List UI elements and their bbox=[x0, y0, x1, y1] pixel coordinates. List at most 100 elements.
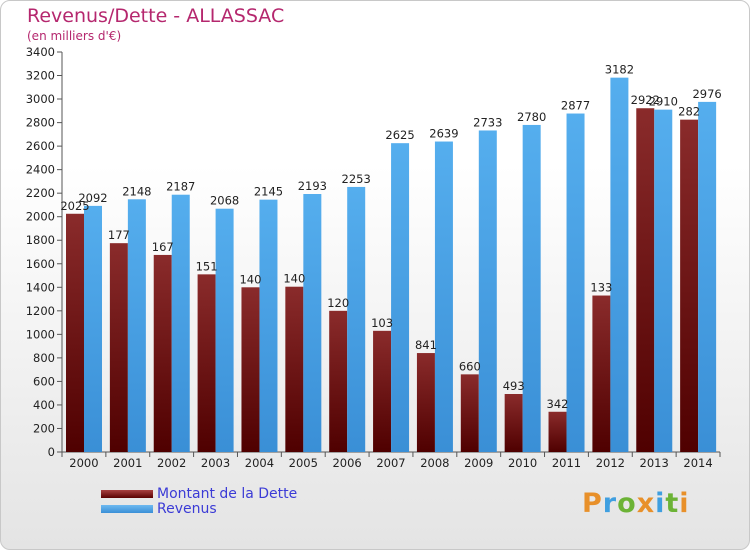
bar-dette bbox=[285, 286, 304, 452]
x-tick-label: 2009 bbox=[464, 456, 493, 470]
bar-revenus bbox=[84, 205, 102, 452]
bar-dette bbox=[636, 108, 655, 452]
data-label-dette: 140 bbox=[283, 272, 305, 286]
x-tick-label: 2013 bbox=[640, 456, 669, 470]
x-tick-label: 2005 bbox=[289, 456, 318, 470]
data-label-revenus: 2877 bbox=[561, 99, 590, 113]
bar-dette bbox=[197, 274, 216, 452]
bar-dette bbox=[153, 254, 172, 452]
legend-label-dette: Montant de la Dette bbox=[157, 486, 298, 502]
chart-title: Revenus/Dette - ALLASSAC bbox=[27, 5, 285, 27]
y-tick-label: 1800 bbox=[26, 233, 55, 247]
data-label-revenus: 2148 bbox=[122, 184, 151, 198]
bar-revenus bbox=[610, 77, 629, 452]
y-tick-label: 2600 bbox=[26, 139, 55, 153]
data-label-dette: 2922 bbox=[631, 93, 660, 107]
y-tick-label: 1400 bbox=[26, 280, 55, 294]
data-label-revenus: 2068 bbox=[210, 194, 239, 208]
data-label-revenus: 2625 bbox=[385, 128, 414, 142]
y-tick-label: 800 bbox=[33, 351, 55, 365]
logo-letter: o bbox=[617, 488, 637, 519]
bar-revenus bbox=[391, 143, 410, 453]
legend-swatch-dette bbox=[101, 490, 153, 498]
y-tick-label: 400 bbox=[33, 398, 55, 412]
bar-dette bbox=[416, 353, 435, 452]
bar-dette bbox=[329, 310, 348, 452]
chart-subtitle: (en milliers d'€) bbox=[27, 29, 122, 43]
bar-dette bbox=[504, 394, 523, 452]
logo-letter: i bbox=[679, 488, 690, 519]
bar-dette bbox=[66, 213, 84, 452]
data-label-dette: 493 bbox=[503, 379, 525, 393]
logo-letter: r bbox=[602, 488, 618, 519]
x-tick-label: 2007 bbox=[376, 456, 405, 470]
logo-letter: x bbox=[636, 488, 656, 519]
data-label-dette: 177 bbox=[108, 228, 130, 242]
bar-dette bbox=[241, 287, 260, 452]
bar-revenus bbox=[347, 186, 366, 453]
y-tick-label: 2800 bbox=[26, 116, 55, 130]
y-tick-label: 2000 bbox=[26, 210, 55, 224]
y-tick-label: 1200 bbox=[26, 304, 55, 318]
x-tick-label: 2001 bbox=[113, 456, 142, 470]
data-label-dette: 342 bbox=[547, 397, 569, 411]
legend-label-revenus: Revenus bbox=[157, 501, 217, 517]
y-tick-label: 1600 bbox=[26, 257, 55, 271]
bar-dette bbox=[373, 330, 392, 452]
x-tick-label: 2011 bbox=[552, 456, 581, 470]
data-label-revenus: 2976 bbox=[692, 87, 721, 101]
bar-revenus bbox=[522, 124, 541, 453]
data-label-revenus: 2639 bbox=[429, 127, 458, 141]
legend-swatch-revenus bbox=[101, 505, 153, 513]
y-tick-label: 200 bbox=[33, 421, 55, 435]
logo-letter: P bbox=[582, 488, 603, 519]
logo-letter: i bbox=[655, 488, 666, 519]
data-label-revenus: 2910 bbox=[649, 95, 678, 109]
bar-revenus bbox=[215, 208, 234, 452]
data-label-dette: 282 bbox=[678, 105, 700, 119]
x-tick-label: 2014 bbox=[683, 456, 712, 470]
data-label-revenus: 2092 bbox=[78, 191, 107, 205]
y-tick-label: 2400 bbox=[26, 163, 55, 177]
bar-revenus bbox=[566, 113, 585, 452]
bar-dette bbox=[109, 243, 128, 452]
x-tick-label: 2004 bbox=[245, 456, 274, 470]
data-label-dette: 103 bbox=[371, 316, 393, 330]
bar-revenus bbox=[127, 199, 146, 452]
x-tick-label: 2002 bbox=[157, 456, 186, 470]
data-label-dette: 2025 bbox=[60, 199, 89, 213]
x-tick-label: 2012 bbox=[596, 456, 625, 470]
y-tick-label: 600 bbox=[33, 374, 55, 388]
data-label-dette: 151 bbox=[196, 259, 218, 273]
proxiti-logo: Proxiti bbox=[582, 488, 690, 519]
x-tick-label: 2000 bbox=[69, 456, 98, 470]
y-tick-label: 3000 bbox=[26, 92, 55, 106]
y-tick-label: 0 bbox=[48, 445, 55, 459]
x-tick-label: 2006 bbox=[332, 456, 361, 470]
bar-dette bbox=[460, 374, 479, 452]
bar-revenus bbox=[171, 194, 190, 453]
data-label-dette: 120 bbox=[327, 296, 349, 310]
bar-dette bbox=[592, 295, 611, 452]
bar-revenus bbox=[478, 130, 497, 452]
bar-revenus bbox=[654, 109, 673, 452]
data-label-revenus: 2145 bbox=[254, 185, 283, 199]
y-tick-label: 3200 bbox=[26, 69, 55, 83]
bar-revenus bbox=[259, 199, 278, 452]
data-label-dette: 841 bbox=[415, 338, 437, 352]
bar-revenus bbox=[303, 194, 322, 452]
y-tick-label: 1000 bbox=[26, 327, 55, 341]
data-label-revenus: 2187 bbox=[166, 180, 195, 194]
data-label-dette: 660 bbox=[459, 359, 481, 373]
bar-revenus bbox=[434, 141, 453, 452]
data-label-revenus: 2253 bbox=[342, 172, 371, 186]
x-tick-label: 2008 bbox=[420, 456, 449, 470]
data-label-dette: 140 bbox=[239, 272, 261, 286]
bar-dette bbox=[548, 411, 567, 452]
data-label-dette: 133 bbox=[590, 281, 612, 295]
data-label-revenus: 2780 bbox=[517, 110, 546, 124]
x-tick-label: 2010 bbox=[508, 456, 537, 470]
bar-revenus bbox=[698, 101, 717, 452]
